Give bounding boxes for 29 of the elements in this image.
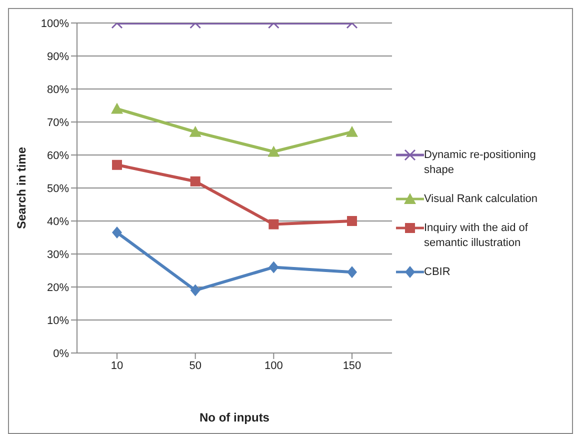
point (190, 284, 200, 296)
y-tick-label: 70% (46, 116, 70, 129)
y-tick-label: 100% (40, 18, 70, 30)
point (268, 261, 279, 274)
y-axis-title: Search in time (14, 146, 28, 230)
point (347, 266, 357, 278)
y-tick-label: 50% (46, 182, 70, 195)
point (347, 216, 357, 226)
x-tick-label: 10 (110, 360, 124, 372)
point (112, 226, 122, 239)
legend-label: Inquiry with the aid of semantic illustration (424, 221, 529, 251)
x-axis-title: No of inputs (200, 410, 270, 425)
legend-label: Dynamic re-positioning shape (424, 148, 537, 178)
legend-label: Visual Rank calculation (424, 192, 538, 207)
point (190, 176, 200, 186)
y-tick-label: 80% (46, 84, 70, 96)
point (268, 219, 279, 230)
y-tick-label: 0% (53, 348, 70, 360)
y-tick-label: 30% (46, 248, 70, 261)
x-tick-label: 100 (264, 360, 283, 372)
point (112, 160, 122, 170)
y-tick-label: 20% (46, 282, 70, 294)
y-tick-label: 90% (46, 50, 70, 63)
y-tick-label: 10% (46, 314, 70, 327)
legend-label: CBIR (424, 265, 450, 280)
x-tick-label: 50 (189, 360, 202, 372)
y-tick-label: 40% (46, 216, 70, 228)
x-tick-label: 150 (342, 360, 362, 372)
y-tick-label: 60% (46, 150, 70, 162)
